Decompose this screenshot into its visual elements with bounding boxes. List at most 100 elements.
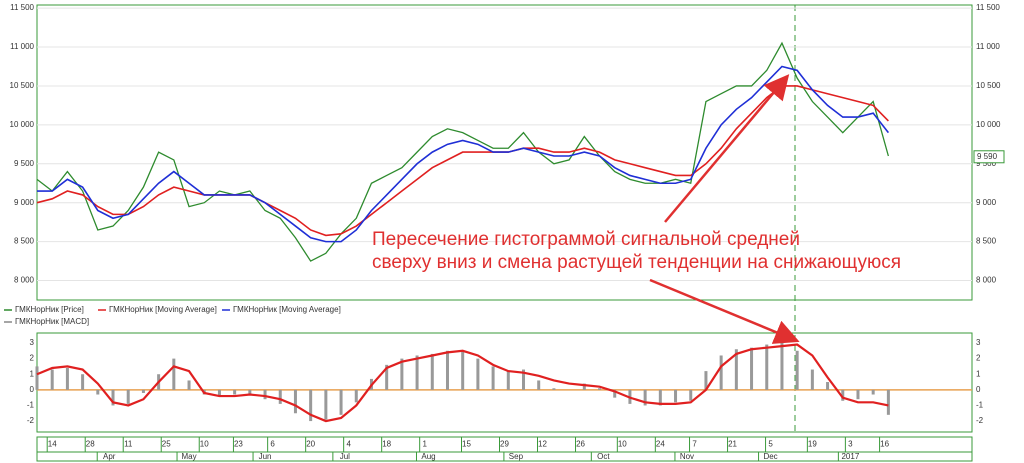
histogram-bar: [476, 358, 480, 390]
legend-label: ГМКНорНик [Moving Average]: [109, 305, 217, 314]
histogram-bar: [263, 389, 267, 400]
histogram-bar: [810, 369, 814, 390]
price-frame: [36, 4, 973, 301]
arrow: [649, 278, 800, 344]
y-tick-label: -1: [27, 401, 35, 410]
y-tick-label: 2: [30, 354, 35, 363]
x-tick-label: 29: [500, 440, 509, 449]
x-tick-label: Dec: [763, 452, 777, 461]
price-line: [36, 85, 889, 237]
histogram-bar: [491, 366, 495, 390]
legend-label: ГМКНорНик [Moving Average]: [233, 305, 341, 314]
histogram-bar: [461, 350, 465, 390]
x-tick-label: Sep: [509, 452, 524, 461]
y-tick-label: 2: [976, 354, 981, 363]
histogram-bar: [385, 364, 389, 390]
y-tick-label: 3: [30, 338, 35, 347]
x-tick-label: 1: [422, 440, 427, 449]
x-tick-label: 19: [808, 440, 817, 449]
histogram-bar: [719, 355, 723, 390]
annotation: сверху вниз и смена растущей тенденции н…: [372, 252, 901, 273]
histogram-bar: [278, 389, 282, 404]
histogram-bar: [689, 389, 693, 401]
x-tick-label: 4: [346, 440, 351, 449]
x-tick-label: 28: [86, 440, 95, 449]
x-tick-label: 15: [462, 440, 471, 449]
x-tick-label: Jun: [259, 452, 272, 461]
x-tick-label: 7: [692, 440, 697, 449]
x-tick-label: 21: [728, 440, 737, 449]
y-tick-label: -2: [976, 416, 984, 425]
y-tick-label: 11 000: [976, 42, 1000, 51]
histogram-bar: [704, 371, 708, 390]
last-price-box: [973, 150, 1005, 164]
histogram-bar: [35, 366, 39, 390]
histogram-bar: [506, 371, 510, 390]
y-tick-label: 11 000: [10, 42, 34, 51]
histogram-bar: [795, 350, 799, 390]
x-tick-label: Nov: [680, 452, 694, 461]
y-tick-label: 10 500: [976, 81, 1001, 90]
x-tick-label: 10: [200, 440, 209, 449]
y-tick-label: 1: [30, 369, 35, 378]
x-tick-label: 26: [576, 440, 585, 449]
x-tick-label: 23: [234, 440, 243, 449]
histogram-bar: [400, 358, 404, 390]
histogram-bar: [293, 389, 297, 414]
histogram-bar: [248, 389, 252, 395]
histogram-bar: [339, 389, 343, 415]
y-tick-label: 3: [976, 338, 981, 347]
x-tick-label: 10: [618, 440, 627, 449]
histogram-bar: [126, 389, 130, 404]
histogram-bar: [50, 369, 54, 390]
x-tick-label: Jul: [340, 452, 350, 461]
histogram-bar: [81, 374, 85, 390]
histogram-bar: [430, 353, 434, 390]
price-line: [37, 65, 890, 243]
histogram-bar: [841, 389, 845, 401]
histogram-bar: [582, 383, 586, 390]
y-tick-label: 11 500: [10, 3, 34, 12]
y-tick-label: 9 000: [14, 198, 35, 207]
histogram-bar: [886, 389, 890, 415]
y-tick-label: 9 000: [976, 198, 997, 207]
histogram-bar: [871, 389, 875, 395]
histogram-bar: [734, 349, 738, 390]
signal-line: [36, 343, 889, 423]
x-tick-label: 18: [382, 440, 391, 449]
histogram-bar: [674, 389, 678, 403]
y-tick-label: 9 500: [976, 159, 997, 168]
x-tick-label: 24: [656, 440, 665, 449]
histogram-bar: [826, 382, 830, 390]
histogram-bar: [217, 389, 221, 397]
histogram-bar: [750, 347, 754, 390]
histogram-bar: [111, 389, 115, 406]
x-tick-label: Aug: [421, 452, 435, 461]
histogram-bar: [765, 344, 769, 390]
y-tick-label: 10 000: [976, 120, 1001, 129]
histogram-bar: [415, 355, 419, 390]
histogram-bar: [658, 389, 662, 406]
y-tick-label: 10 500: [10, 81, 35, 90]
histogram-bar: [233, 389, 237, 395]
x-tick-label: 6: [270, 440, 275, 449]
histogram-bar: [96, 389, 100, 395]
histogram-bar: [537, 380, 541, 390]
y-tick-label: 8 000: [976, 276, 997, 285]
x-axis-frame: [36, 436, 973, 462]
x-tick-label: May: [181, 452, 196, 461]
y-tick-label: 8 500: [976, 237, 997, 246]
histogram-bar: [598, 388, 602, 390]
histogram-bar: [141, 389, 145, 393]
histogram-bar: [613, 389, 617, 398]
histogram-bar: [354, 389, 358, 403]
histogram-bar: [643, 389, 647, 406]
y-tick-label: -1: [976, 401, 984, 410]
last-price-label: 9 590: [977, 152, 998, 161]
y-tick-label: 9 500: [14, 159, 35, 168]
histogram-bar: [324, 389, 328, 420]
x-tick-label: 11: [124, 440, 133, 449]
x-tick-label: 20: [306, 440, 315, 449]
histogram-bar: [522, 369, 526, 390]
